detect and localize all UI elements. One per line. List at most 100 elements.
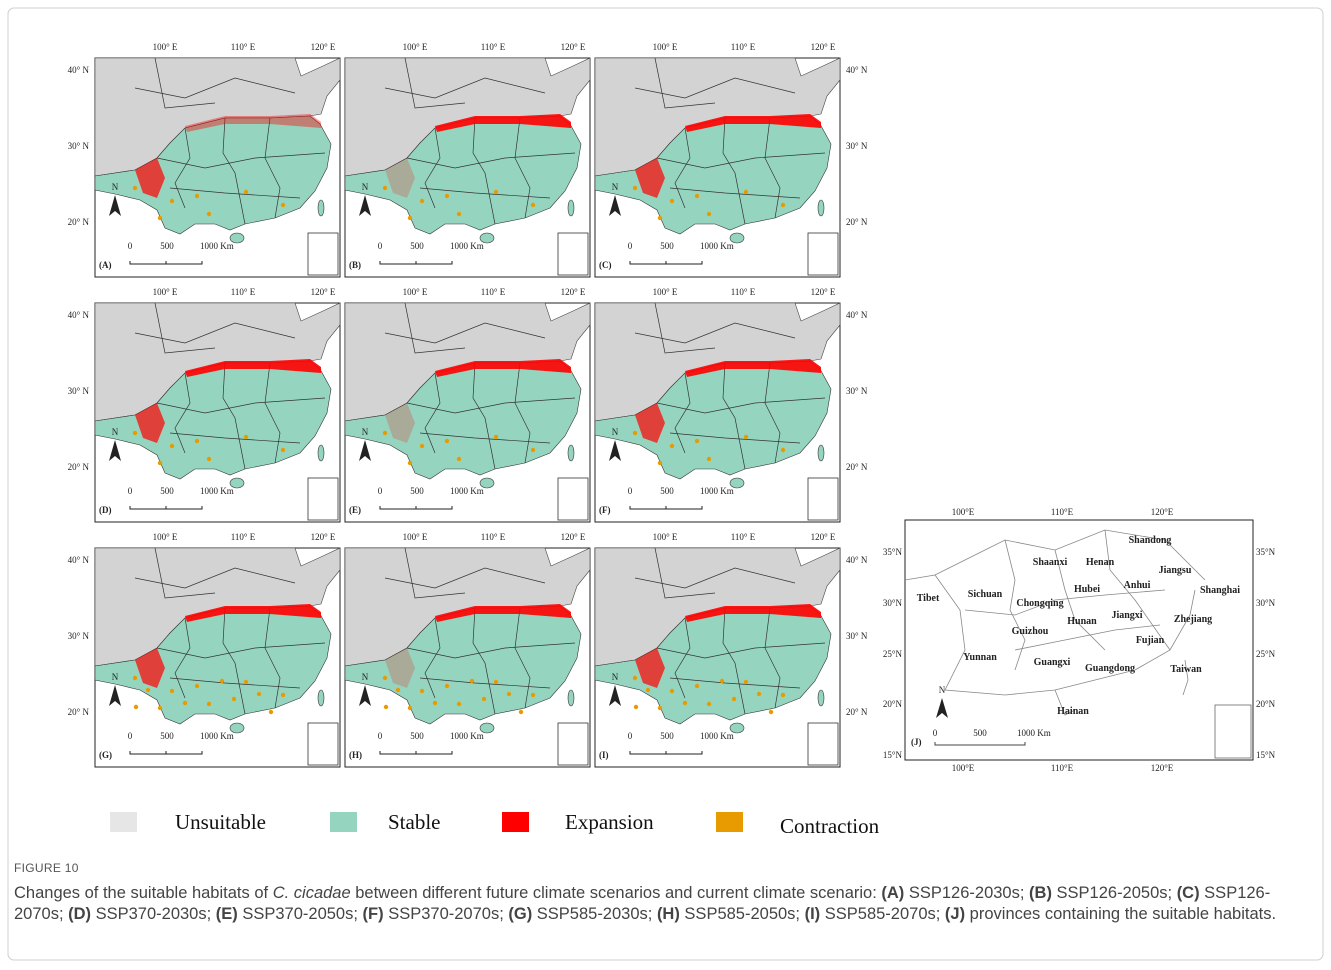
lon-label: 100° E <box>653 42 678 52</box>
contraction-spot <box>757 692 761 696</box>
contraction-spot <box>707 457 711 461</box>
legend-label: Unsuitable <box>175 810 266 834</box>
contraction-spot <box>744 435 748 439</box>
lat-label: 30° N <box>846 141 868 151</box>
lat-label: 35°N <box>1256 547 1276 557</box>
scale-label: 0 <box>378 241 383 251</box>
lat-label: 30° N <box>68 631 90 641</box>
lon-label: 110°E <box>1051 507 1074 517</box>
lat-label: 20° N <box>68 707 90 717</box>
contraction-spot <box>720 679 724 683</box>
scale-label: 500 <box>410 241 424 251</box>
scale-label: 1000 Km <box>200 241 234 251</box>
contraction-spot <box>408 706 412 710</box>
legend-swatch <box>110 812 137 832</box>
lat-label: 20°N <box>883 699 903 709</box>
province-name: Guangdong <box>1085 663 1135 674</box>
contraction-spot <box>158 216 162 220</box>
lat-label: 30° N <box>68 141 90 151</box>
inset-box <box>308 723 338 765</box>
contraction-spot <box>633 186 637 190</box>
lat-label: 20°N <box>1256 699 1276 709</box>
lon-label: 110° E <box>231 42 256 52</box>
scale-label: 1000 Km <box>700 731 734 741</box>
scale-label: 500 <box>660 731 674 741</box>
contraction-spot <box>695 439 699 443</box>
inset-box <box>558 723 588 765</box>
panel-label: (E) <box>349 505 361 515</box>
caption-item-label: (E) <box>216 905 238 923</box>
caption-item-text: SSP126-2030s; <box>904 884 1029 902</box>
lon-label: 120° E <box>561 42 586 52</box>
province-name: Shanghai <box>1200 585 1240 596</box>
north-label: N <box>112 182 119 192</box>
figure-label: FIGURE 10 <box>14 858 1314 879</box>
caption-rest: between different future climate scenari… <box>351 884 882 902</box>
map-background <box>905 520 1253 760</box>
lon-label: 110° E <box>731 287 756 297</box>
lat-label: 30°N <box>883 598 903 608</box>
contraction-spot <box>170 444 174 448</box>
lon-label: 120°E <box>1151 763 1174 773</box>
contraction-spot <box>457 457 461 461</box>
lat-label: 40° N <box>846 65 868 75</box>
lat-label: 40° N <box>846 310 868 320</box>
contraction-spot <box>695 194 699 198</box>
contraction-spot <box>433 701 437 705</box>
lon-label: 100° E <box>153 287 178 297</box>
contraction-spot <box>195 684 199 688</box>
inset-box <box>808 233 838 275</box>
lat-label: 15°N <box>1256 750 1276 760</box>
contraction-spot <box>646 688 650 692</box>
lon-label: 110° E <box>481 287 506 297</box>
province-name: Fujian <box>1136 635 1165 646</box>
contraction-spot <box>158 706 162 710</box>
caption-item-label: (H) <box>657 905 680 923</box>
lon-label: 100° E <box>403 287 428 297</box>
legend-label: Stable <box>388 810 441 834</box>
scale-label: 0 <box>128 241 133 251</box>
north-label: N <box>939 685 946 695</box>
north-label: N <box>362 182 369 192</box>
scale-label: 1000 Km <box>450 241 484 251</box>
scale-label: 0 <box>933 728 938 738</box>
contraction-spot <box>207 702 211 706</box>
lat-label: 20° N <box>68 217 90 227</box>
legend-label: Contraction <box>780 814 880 838</box>
panel-label: (F) <box>599 505 611 515</box>
caption-item-label: (I) <box>805 905 821 923</box>
scale-label: 0 <box>628 486 633 496</box>
contraction-spot <box>634 705 638 709</box>
page-body: N 0 500 1000 Km (A) 100° E 110° E 120° E 40° N 30… <box>0 0 1331 970</box>
contraction-spot <box>281 203 285 207</box>
province-name: Hainan <box>1057 706 1089 717</box>
contraction-spot <box>244 435 248 439</box>
province-name: Tibet <box>917 593 940 604</box>
contraction-spot <box>633 676 637 680</box>
inset-box <box>1215 705 1251 758</box>
panel-label: (A) <box>99 260 112 270</box>
caption-item-label: (G) <box>508 905 532 923</box>
contraction-spot <box>183 701 187 705</box>
scale-label: 0 <box>378 731 383 741</box>
contraction-spot <box>744 680 748 684</box>
lat-label: 40° N <box>68 555 90 565</box>
lon-label: 120° E <box>311 287 336 297</box>
contraction-spot <box>445 194 449 198</box>
scale-label: 500 <box>410 486 424 496</box>
scale-label: 500 <box>160 241 174 251</box>
contraction-spot <box>408 216 412 220</box>
lon-label: 120° E <box>311 532 336 542</box>
inset-box <box>558 478 588 520</box>
contraction-spot <box>494 190 498 194</box>
scale-label: 0 <box>128 731 133 741</box>
contraction-spot <box>695 684 699 688</box>
panel-label: (J) <box>911 737 922 747</box>
contraction-spot <box>781 693 785 697</box>
caption-item-label: (J) <box>945 905 965 923</box>
contraction-spot <box>232 697 236 701</box>
contraction-spot <box>244 680 248 684</box>
scale-label: 1000 Km <box>200 731 234 741</box>
lat-label: 40° N <box>68 310 90 320</box>
legend-swatch <box>502 812 529 832</box>
